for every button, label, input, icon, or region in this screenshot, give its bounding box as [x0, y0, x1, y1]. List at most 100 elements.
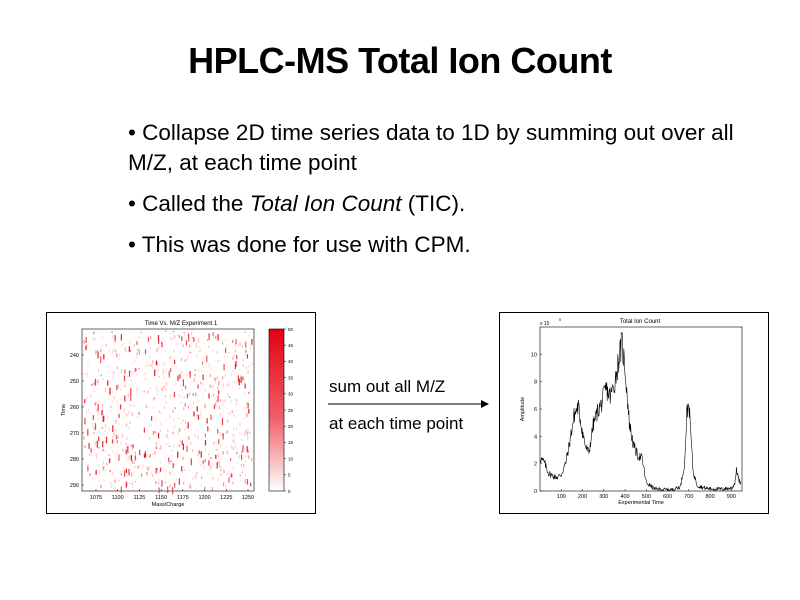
heatmap-cell [231, 445, 233, 449]
heatmap-cell [240, 479, 242, 482]
heatmap-cell [181, 371, 183, 374]
heatmap-cell [124, 470, 126, 477]
heatmap-cell [107, 432, 109, 436]
heatmap-cell [239, 431, 241, 436]
heatmap-cell [166, 434, 168, 438]
heatmap-cell [127, 456, 129, 461]
heatmap-cell [148, 425, 150, 427]
heatmap-cell [155, 446, 157, 449]
tic-x-ticks: 100 200 300 400 500 600 700 800 900 [557, 489, 736, 500]
heatmap-cell [210, 367, 212, 371]
heatmap-cell [162, 435, 164, 438]
heatmap-cell [182, 443, 184, 450]
heatmap-cell [96, 380, 99, 385]
heatmap-cell [152, 431, 154, 435]
heatmap-cell [133, 344, 135, 348]
heatmap-cell [197, 384, 199, 389]
heatmap-cell [124, 385, 126, 387]
heatmap-cell [98, 384, 100, 386]
heatmap-cell [98, 400, 100, 402]
heatmap-cell [160, 411, 162, 415]
heatmap-cell [87, 466, 89, 472]
heatmap-cell [112, 435, 114, 438]
heatmap-cell [225, 431, 227, 435]
heatmap-cell [88, 427, 91, 429]
heatmap-cell [226, 430, 228, 434]
heatmap-cell [169, 395, 171, 398]
heatmap-cell [210, 384, 212, 389]
slide-title: HPLC-MS Total Ion Count [188, 40, 612, 81]
heatmap-cell [236, 381, 238, 385]
heatmap-cell [138, 367, 140, 370]
heatmap-cell [146, 472, 148, 476]
heatmap-cell [232, 433, 234, 436]
heatmap-cell [135, 466, 137, 470]
heatmap-cell [243, 464, 245, 467]
heatmap-cell [96, 456, 98, 460]
tic-x-tick-label: 800 [706, 494, 715, 500]
heatmap-cell [141, 473, 143, 477]
tic-y-tick-label: 4 [534, 434, 537, 440]
heatmap-cell [233, 426, 235, 431]
heatmap-cell [233, 434, 235, 438]
heatmap-cell [128, 346, 130, 353]
heatmap-cell [169, 336, 172, 341]
heatmap-cell [102, 467, 104, 472]
heatmap-cell [215, 336, 217, 339]
tic-x-tick-label: 900 [727, 494, 736, 500]
heatmap-cell [231, 381, 233, 383]
heatmap-cell [234, 349, 236, 353]
heatmap-cell [181, 357, 183, 362]
heatmap-cell [190, 458, 192, 461]
heatmap-cell [136, 373, 138, 376]
heatmap-cell [234, 446, 237, 448]
heatmap-cell [189, 352, 191, 354]
heatmap-cell [129, 463, 131, 467]
heatmap-cell [161, 430, 163, 432]
heatmap-cell [157, 335, 160, 341]
heatmap-cell [190, 441, 192, 445]
heatmap-cell [182, 379, 184, 387]
heatmap-cell [163, 376, 165, 380]
heatmap-cell [246, 446, 248, 453]
heatmap-cell [136, 416, 138, 418]
heatmap-cell [164, 474, 166, 478]
heatmap-cell [92, 337, 94, 340]
heatmap-cell [134, 405, 136, 407]
heatmap-cell [224, 373, 226, 378]
heatmap-cell [220, 468, 222, 472]
heatmap-cell [233, 413, 235, 417]
heatmap-cell [240, 466, 242, 468]
heatmap-cell [195, 392, 197, 397]
heatmap-cell [103, 354, 105, 360]
colorbar-tick-label: 50 [288, 327, 294, 332]
heatmap-cell [193, 411, 195, 417]
heatmap-cell [146, 390, 148, 395]
heatmap-cell [187, 436, 189, 439]
heatmap-cell [138, 336, 140, 339]
heatmap-cell [215, 441, 217, 445]
heatmap-cell [187, 422, 189, 429]
heatmap-cell [187, 357, 189, 360]
heatmap-cell [205, 448, 207, 452]
heatmap-cell [231, 473, 233, 478]
heatmap-cell [94, 402, 96, 406]
heatmap-cell [97, 417, 99, 420]
heatmap-cell [98, 478, 100, 483]
heatmap-cell [222, 404, 224, 407]
heatmap-cell [96, 401, 98, 405]
heatmap-cell [96, 349, 98, 353]
heatmap-cell [102, 460, 104, 465]
heatmap-cell [155, 441, 157, 446]
heatmap-cell [97, 368, 99, 372]
heatmap-cell [148, 406, 150, 409]
heatmap-cell [230, 458, 232, 461]
tic-x-tick-label: 500 [642, 494, 651, 500]
heatmap-cell [107, 398, 109, 400]
heatmap-cell [110, 485, 113, 488]
heatmap-cell [206, 339, 208, 341]
heatmap-cell [239, 422, 241, 426]
heatmap-cell [105, 346, 108, 348]
heatmap-cell [111, 331, 113, 333]
heatmap-cell [250, 482, 252, 487]
